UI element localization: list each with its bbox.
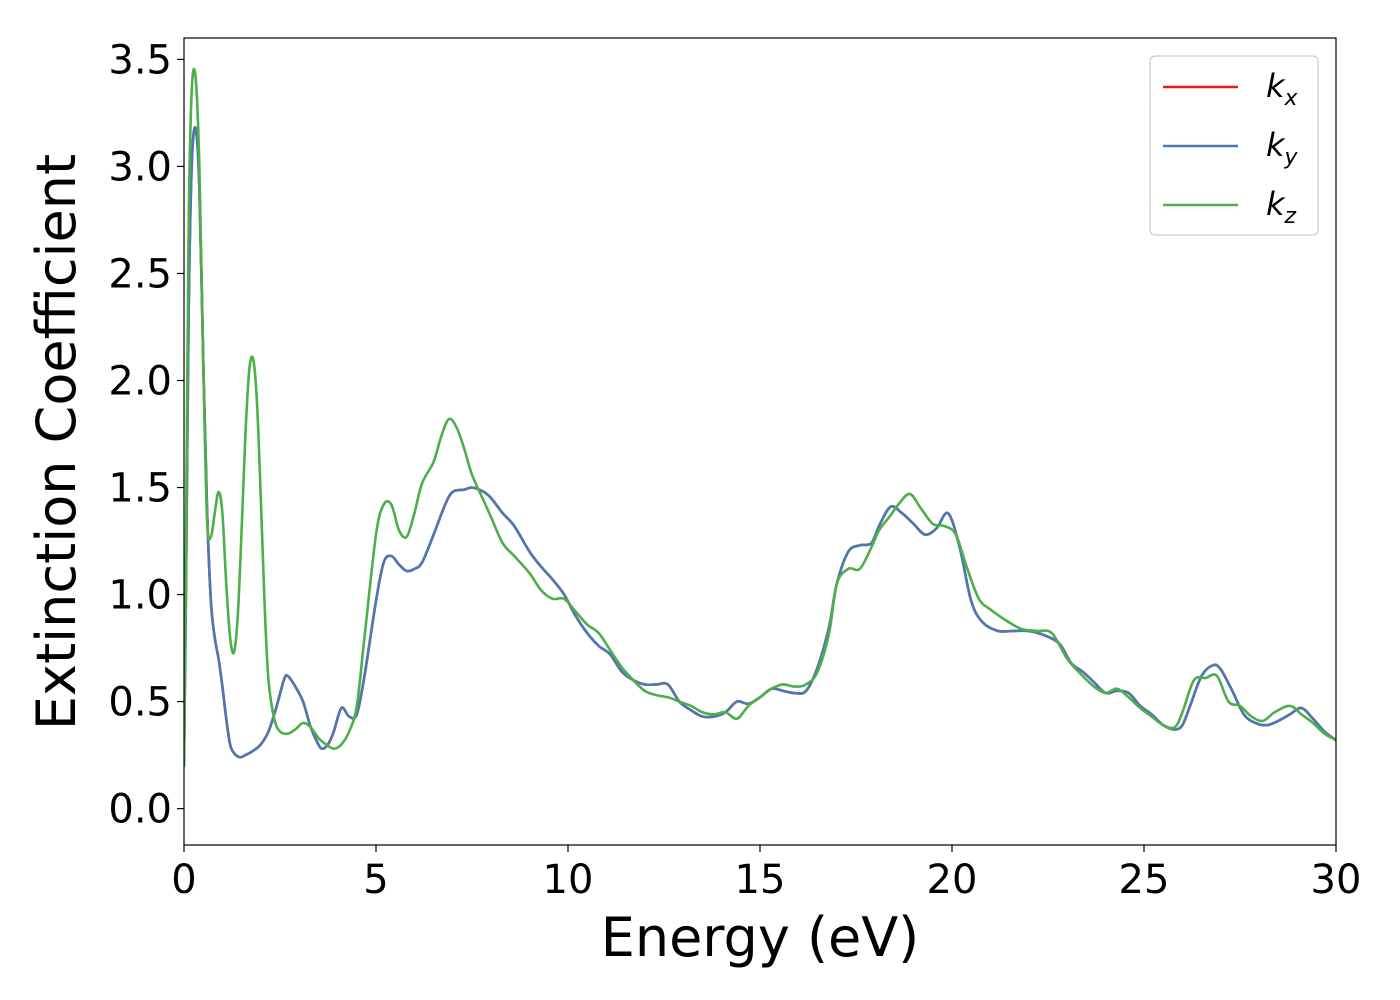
x-tick-label: 25 xyxy=(1119,857,1170,903)
y-tick-label: 3.5 xyxy=(108,37,172,83)
legend-label-kz: kz xyxy=(1266,185,1297,229)
x-axis-title: Energy (eV) xyxy=(601,906,920,969)
legend-label-ky: ky xyxy=(1266,126,1299,170)
y-axis: 0.0 0.5 1.0 1.5 2.0 2.5 3.0 3.5 xyxy=(108,37,184,833)
legend-label-main: k xyxy=(1266,126,1286,164)
y-tick-label: 0.0 xyxy=(108,787,172,833)
legend-label-subscript: z xyxy=(1284,204,1297,229)
legend-label-kx: kx xyxy=(1266,67,1299,111)
y-tick-label: 0.5 xyxy=(108,680,172,726)
y-axis-title: Extinction Coefficient xyxy=(25,154,88,730)
y-tick-label: 1.0 xyxy=(108,573,172,619)
x-tick-label: 30 xyxy=(1311,857,1362,903)
x-tick-label: 0 xyxy=(171,857,196,903)
y-tick-label: 2.5 xyxy=(108,251,172,297)
x-tick-label: 10 xyxy=(543,857,594,903)
y-tick-label: 1.5 xyxy=(108,466,172,512)
x-axis: 0 5 10 15 20 25 30 xyxy=(171,845,1361,903)
x-tick-label: 15 xyxy=(735,857,786,903)
x-tick-label: 5 xyxy=(363,857,388,903)
legend-label-subscript: x xyxy=(1284,86,1299,111)
legend-label-main: k xyxy=(1266,67,1286,105)
legend-label-main: k xyxy=(1266,185,1286,223)
legend-label-subscript: y xyxy=(1284,145,1299,170)
series-line-kz xyxy=(184,67,1336,768)
x-tick-label: 20 xyxy=(927,857,978,903)
y-tick-label: 2.0 xyxy=(108,358,172,404)
series-layer xyxy=(184,67,1336,768)
y-tick-label: 3.0 xyxy=(108,144,172,190)
